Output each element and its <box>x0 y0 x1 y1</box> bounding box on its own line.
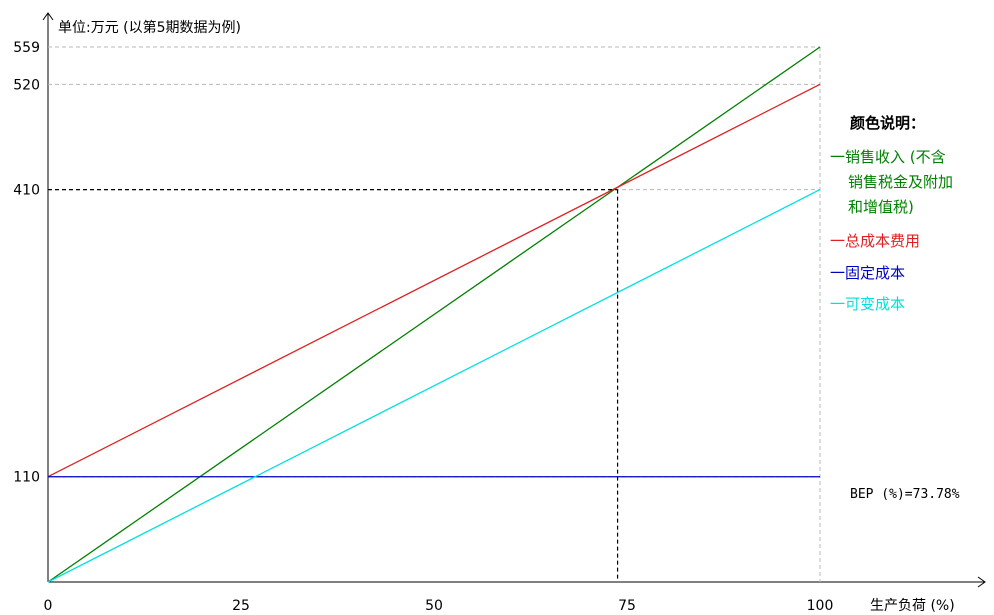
legend-sales-line1: 一销售收入 (不含 <box>830 148 946 166</box>
legend-title: 颜色说明： <box>850 114 925 132</box>
y-axis-arrow <box>42 12 54 21</box>
y-tick-label-3: 559 <box>13 40 40 56</box>
y-tick-label-2: 520 <box>13 77 40 93</box>
x-tick-label-1: 25 <box>232 598 250 614</box>
legend-sales-line3: 和增值税) <box>848 198 914 216</box>
bep-label: BEP (%)=73.78% <box>850 487 960 502</box>
legend-variable-cost: 一可变成本 <box>830 295 905 313</box>
series-line-3 <box>47 189 821 583</box>
x-tick-label-2: 50 <box>425 598 443 614</box>
series-line-1 <box>47 83 821 478</box>
x-tick-label-4: 100 <box>807 598 834 614</box>
plot-area <box>47 46 821 583</box>
y-axis-title: 单位:万元 (以第5期数据为例) <box>58 19 241 36</box>
series-line-0 <box>47 46 821 583</box>
y-tick-label-1: 410 <box>13 183 40 199</box>
x-axis-title: 生产负荷 (%) <box>870 598 955 614</box>
legend-fixed-cost: 一固定成本 <box>830 264 905 282</box>
legend-total-cost: 一总成本费用 <box>830 232 920 250</box>
legend-sales-line2: 销售税金及附加 <box>848 173 953 191</box>
x-tick-label-0: 0 <box>44 598 53 614</box>
y-tick-label-0: 110 <box>13 470 40 486</box>
x-tick-label-3: 75 <box>618 598 636 614</box>
tick-labels: 0 25 50 75 100 110 410 520 559 <box>13 40 833 614</box>
x-axis-arrow <box>977 576 986 588</box>
